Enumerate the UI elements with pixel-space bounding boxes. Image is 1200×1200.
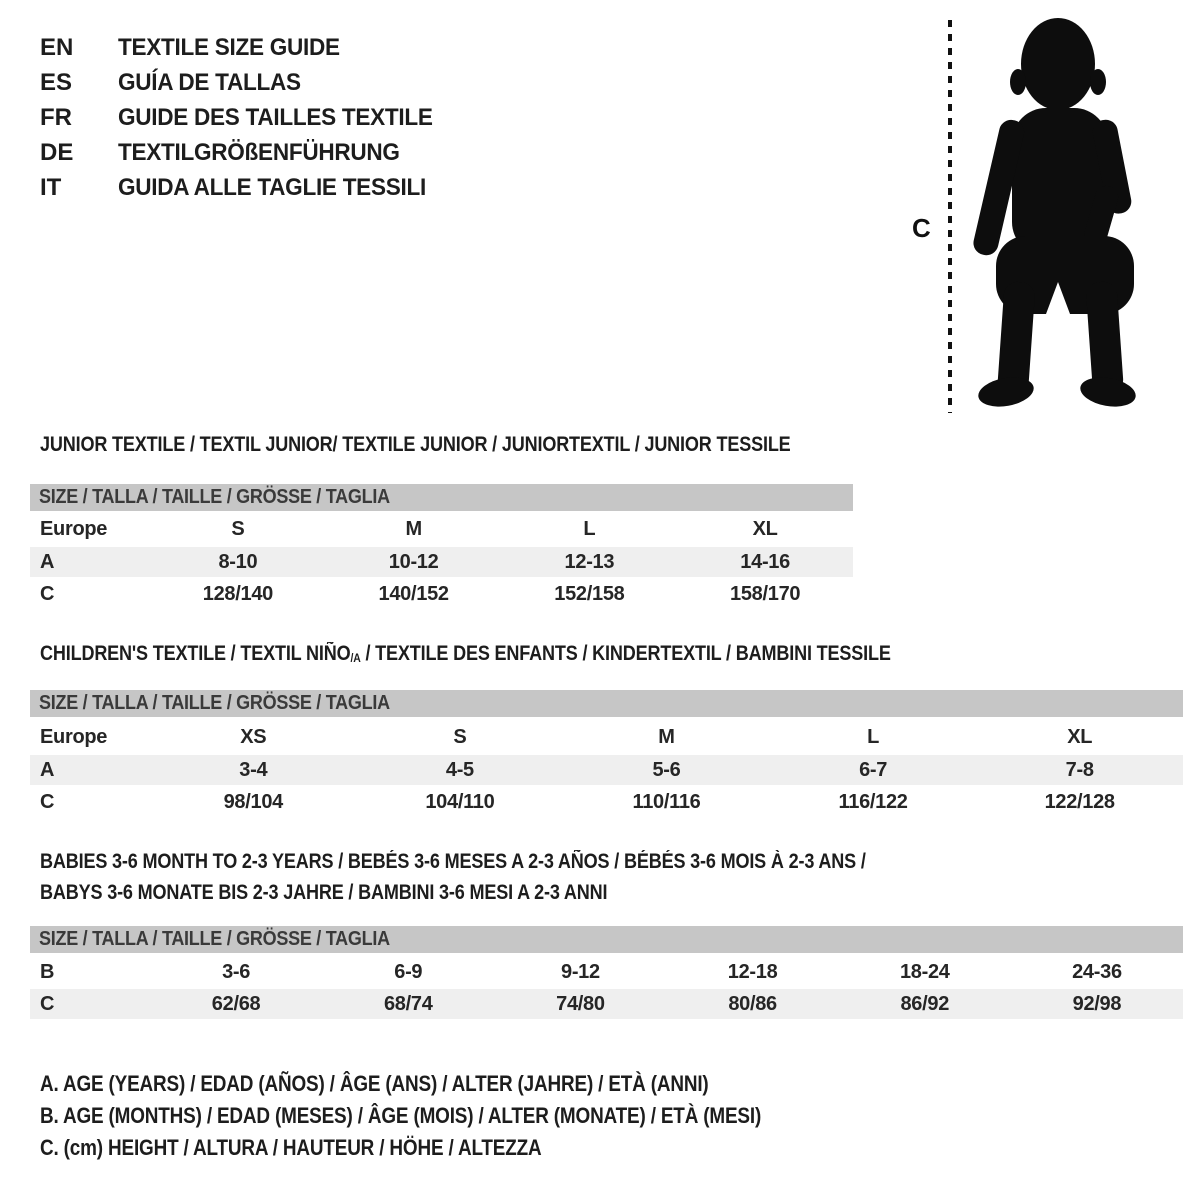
language-code: FR	[40, 103, 72, 131]
babies-size-header-bar: SIZE / TALLA / TAILLE / GRÖSSE / TAGLIA	[30, 926, 1183, 953]
legend-line-a: A. AGE (YEARS) / EDAD (AÑOS) / ÂGE (ANS)…	[40, 1071, 709, 1096]
table-cell: 12-13	[564, 550, 615, 573]
language-row: ES GUÍA DE TALLAS	[40, 65, 453, 100]
language-title-block: EN TEXTILE SIZE GUIDE ES GUÍA DE TALLAS …	[40, 30, 453, 205]
language-code: ES	[40, 68, 73, 96]
column-header: L	[867, 725, 880, 748]
table-cell: 122/128	[1044, 790, 1116, 813]
table-cell: 152/158	[554, 582, 625, 605]
row-label: B	[40, 960, 55, 983]
column-header: XL	[752, 517, 778, 540]
table-cell: 18-24	[899, 960, 950, 983]
row-label: C	[40, 992, 55, 1015]
children-title-main: CHILDREN'S TEXTILE / TEXTIL NIÑO	[40, 642, 351, 665]
table-cell: 98/104	[223, 790, 284, 813]
table-cell: 158/170	[730, 582, 801, 605]
table-cell: 6-7	[859, 758, 888, 781]
table-row: C 128/140 140/152 152/158 158/170	[30, 579, 853, 609]
language-code: IT	[40, 173, 62, 201]
row-label: A	[40, 758, 55, 781]
table-row: B 3-6 6-9 9-12 12-18 18-24 24-36	[30, 957, 1183, 987]
language-code: DE	[40, 138, 74, 166]
table-cell: 80/86	[728, 992, 777, 1015]
junior-size-header-bar: SIZE / TALLA / TAILLE / GRÖSSE / TAGLIA	[30, 484, 853, 511]
table-cell: 104/110	[425, 790, 495, 813]
children-size-table: Europe XS S M L XL A 3-4 4-5 5-6 6-7 7-8…	[30, 721, 1183, 819]
table-row: C 98/104 104/110 110/116 116/122 122/128	[30, 787, 1183, 817]
guide-title: GUIDE DES TAILLES TEXTILE	[118, 103, 433, 131]
guide-title: TEXTILGRÖßENFÜHRUNG	[118, 138, 400, 166]
table-cell: 6-9	[394, 960, 423, 983]
language-code: EN	[40, 33, 74, 61]
table-cell: 116/122	[838, 790, 908, 813]
guide-title: TEXTILE SIZE GUIDE	[118, 33, 340, 61]
language-row: EN TEXTILE SIZE GUIDE	[40, 30, 453, 65]
junior-size-table: Europe S M L XL A 8-10 10-12 12-13 14-16…	[30, 513, 853, 611]
table-row: C 62/68 68/74 74/80 80/86 86/92 92/98	[30, 989, 1183, 1019]
baby-silhouette-icon	[973, 18, 1136, 407]
children-section-title: CHILDREN'S TEXTILE / TEXTIL NIÑO/A / TEX…	[40, 642, 1029, 668]
column-header: M	[658, 725, 675, 748]
babies-title-line2: BABYS 3-6 MONATE BIS 2-3 JAHRE / BAMBINI…	[40, 881, 608, 904]
measure-legend: A. AGE (YEARS) / EDAD (AÑOS) / ÂGE (ANS)…	[40, 1068, 878, 1164]
height-measure-label: C	[912, 213, 931, 243]
column-header: Europe	[40, 725, 108, 748]
babies-section-title: BABIES 3-6 MONTH TO 2-3 YEARS / BEBÉS 3-…	[40, 846, 1000, 908]
table-cell: 7-8	[1065, 758, 1094, 781]
legend-line-c: C. (cm) HEIGHT / ALTURA / HAUTEUR / HÖHE…	[40, 1135, 542, 1160]
table-cell: 3-6	[222, 960, 251, 983]
guide-title: GUIDA ALLE TAGLIE TESSILI	[118, 173, 426, 201]
children-title-sub: /A	[350, 651, 361, 666]
legend-line-b: B. AGE (MONTHS) / EDAD (MESES) / ÂGE (MO…	[40, 1103, 762, 1128]
table-cell: 4-5	[445, 758, 474, 781]
table-cell: 5-6	[652, 758, 681, 781]
babies-title-line1: BABIES 3-6 MONTH TO 2-3 YEARS / BEBÉS 3-…	[40, 850, 866, 873]
language-row: IT GUIDA ALLE TAGLIE TESSILI	[40, 170, 453, 205]
junior-section-title: JUNIOR TEXTILE / TEXTIL JUNIOR/ TEXTILE …	[40, 433, 791, 456]
language-row: FR GUIDE DES TAILLES TEXTILE	[40, 100, 453, 135]
table-cell: 86/92	[900, 992, 950, 1015]
column-header: L	[583, 517, 596, 540]
table-cell: 62/68	[211, 992, 261, 1015]
column-header: M	[405, 517, 422, 540]
row-label: A	[40, 550, 55, 573]
table-cell: 9-12	[561, 960, 600, 983]
column-header: Europe	[40, 517, 108, 540]
table-cell: 3-4	[239, 758, 268, 781]
table-row: A 3-4 4-5 5-6 6-7 7-8	[30, 755, 1183, 785]
table-header-row: Europe XS S M L XL	[30, 721, 1183, 753]
table-cell: 10-12	[388, 550, 439, 573]
table-cell: 24-36	[1072, 960, 1122, 983]
table-cell: 68/74	[383, 992, 433, 1015]
guide-title: GUÍA DE TALLAS	[118, 68, 301, 96]
table-cell: 8-10	[218, 550, 258, 573]
table-header-row: Europe S M L XL	[30, 513, 853, 545]
row-label: C	[40, 790, 55, 813]
table-cell: 128/140	[202, 582, 274, 605]
children-size-header-bar: SIZE / TALLA / TAILLE / GRÖSSE / TAGLIA	[30, 690, 1183, 717]
height-measure-line	[948, 20, 952, 413]
table-cell: 92/98	[1072, 992, 1122, 1015]
table-cell: 140/152	[378, 582, 450, 605]
language-row: DE TEXTILGRÖßENFÜHRUNG	[40, 135, 453, 170]
column-header: XS	[240, 725, 267, 748]
table-cell: 12-18	[727, 960, 778, 983]
column-header: S	[231, 517, 245, 540]
row-label: C	[40, 582, 55, 605]
column-header: S	[453, 725, 467, 748]
table-cell: 110/116	[632, 790, 701, 813]
babies-size-table: B 3-6 6-9 9-12 12-18 18-24 24-36 C 62/68…	[30, 957, 1183, 1021]
table-row: A 8-10 10-12 12-13 14-16	[30, 547, 853, 577]
column-header: XL	[1067, 725, 1093, 748]
children-title-rest: / TEXTILE DES ENFANTS / KINDERTEXTIL / B…	[360, 642, 891, 665]
table-cell: 74/80	[556, 992, 605, 1015]
table-cell: 14-16	[740, 550, 790, 573]
